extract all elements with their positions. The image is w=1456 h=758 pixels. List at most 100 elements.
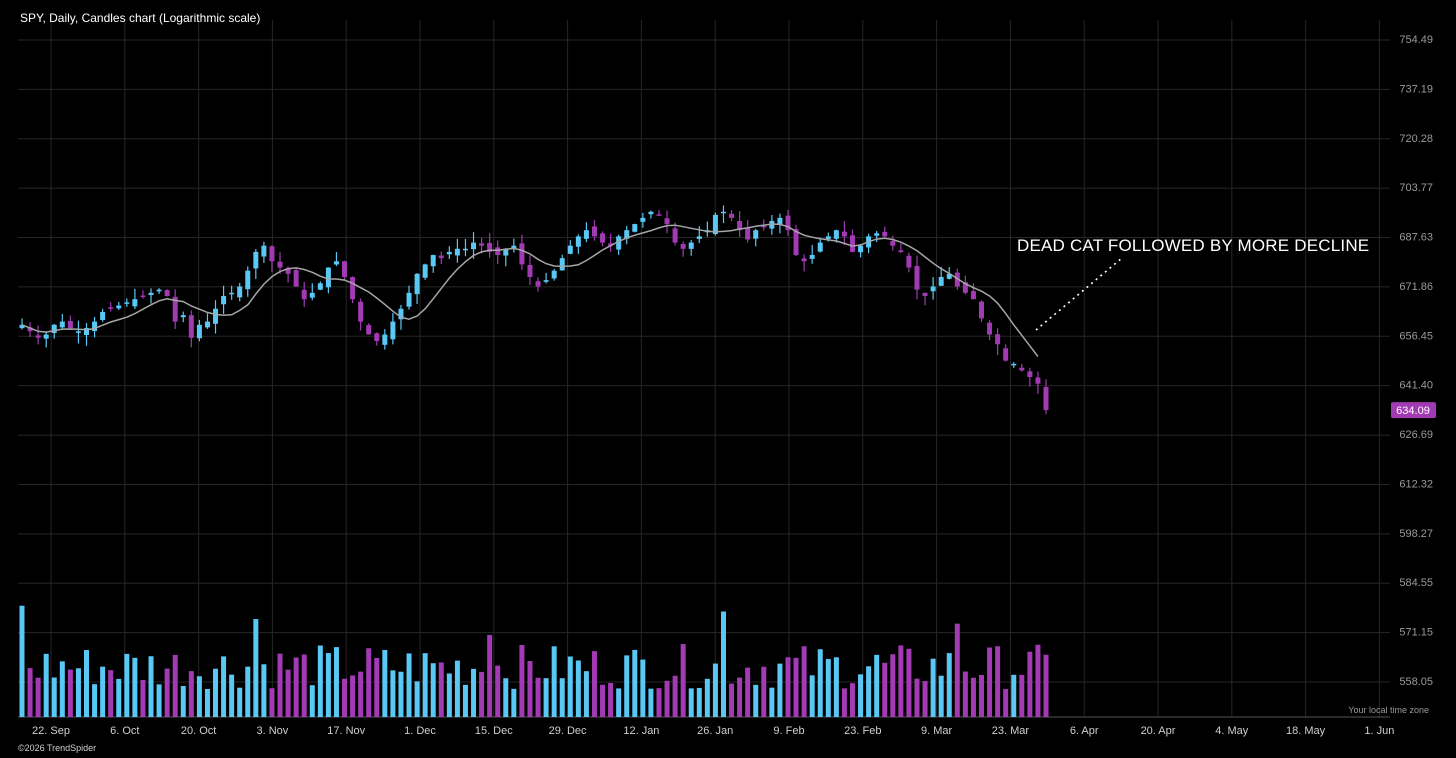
volume-bar [333,647,339,717]
volume-bar [543,678,549,717]
volume-bar [503,678,509,717]
volume-bar [962,671,968,717]
candle-body [172,296,178,322]
volume-bar [471,668,477,717]
candle-body [374,333,380,342]
y-tick-label: 687.63 [1399,232,1433,244]
volume-bar [866,666,872,717]
candle-body [293,270,299,287]
candle-body [19,324,25,329]
volume-bar [809,675,815,717]
candle-body [84,328,90,335]
x-tick-label: 15. Dec [475,725,513,737]
candle-body [213,308,219,324]
volume-bar [624,655,630,717]
candle-body [269,246,275,262]
candle-body [914,265,920,290]
candle-body [511,245,517,249]
volume-bar [559,678,565,717]
y-tick-label: 612.32 [1399,478,1433,490]
volume-bar [922,681,928,717]
candle-body [817,242,823,252]
candle-body [559,258,565,271]
volume-bar [1019,674,1025,717]
candle-body [769,220,775,229]
volume-bar [640,659,646,717]
volume-bar [712,663,718,717]
candle-body [567,245,573,254]
candle-body [995,334,1001,345]
volume-bar [890,654,896,717]
candle-body [583,230,589,239]
candle-body [156,289,162,292]
x-tick-label: 3. Nov [257,725,289,737]
candle-body [1027,371,1033,378]
volume-bar [648,688,654,717]
candle-body [438,255,444,259]
volume-bar [374,657,380,717]
candle-body [188,315,194,338]
volume-bar [438,662,444,717]
candle-body [325,267,331,288]
candle-body [132,299,138,307]
candle-body [672,228,678,243]
x-tick-label: 20. Oct [181,725,216,737]
volume-bar [656,688,662,717]
x-tick-label: 23. Feb [844,725,881,737]
candle-body [414,273,420,295]
candle-body [632,224,638,232]
candle-body [237,286,243,298]
x-tick-label: 17. Nov [327,725,365,737]
candle-body [301,289,307,300]
candle-body [930,286,936,292]
volume-bar [567,656,573,717]
x-tick-label: 1. Dec [404,725,436,737]
y-tick-label: 571.15 [1399,627,1433,639]
candle-body [180,315,186,318]
candle-body [890,241,896,246]
candle-body [140,295,146,298]
volume-bar [325,653,331,717]
candle-body [204,321,210,328]
volume-bar [745,667,751,717]
volume-bar [342,678,348,717]
candle-body [978,301,984,319]
volume-bar [849,683,855,717]
candle-body [350,277,356,300]
candle-body [1003,348,1009,361]
volume-bar [293,657,299,717]
candle-body [849,235,855,252]
volume-bar [785,657,791,717]
volume-bar [430,663,436,717]
candle-body [92,321,98,332]
y-tick-label: 720.28 [1399,133,1433,145]
candle-body [833,230,839,239]
volume-bar [672,675,678,717]
volume-bar [978,674,984,717]
volume-bar [245,666,251,717]
candle-body [382,334,388,345]
candle-body [1011,363,1017,366]
candle-body [696,236,702,239]
timezone-note[interactable]: Your local time zone [1348,705,1429,715]
candle-body [729,213,735,218]
candle-body [785,215,791,231]
candle-body [430,255,436,267]
volume-bar [583,671,589,717]
candle-body [51,324,57,333]
candle-body [801,258,807,262]
volume-bar [479,671,485,717]
candle-body [874,233,880,236]
candle-body [261,245,267,257]
candle-body [75,331,81,333]
candle-body [462,248,468,251]
candle-body [882,231,888,237]
volume-bar [67,669,73,717]
candle-body [712,214,718,235]
volume-bar [92,684,98,717]
volume-bar [487,634,493,717]
volume-bar [51,677,57,717]
candle-body [495,247,501,256]
volume-bar [277,653,283,717]
